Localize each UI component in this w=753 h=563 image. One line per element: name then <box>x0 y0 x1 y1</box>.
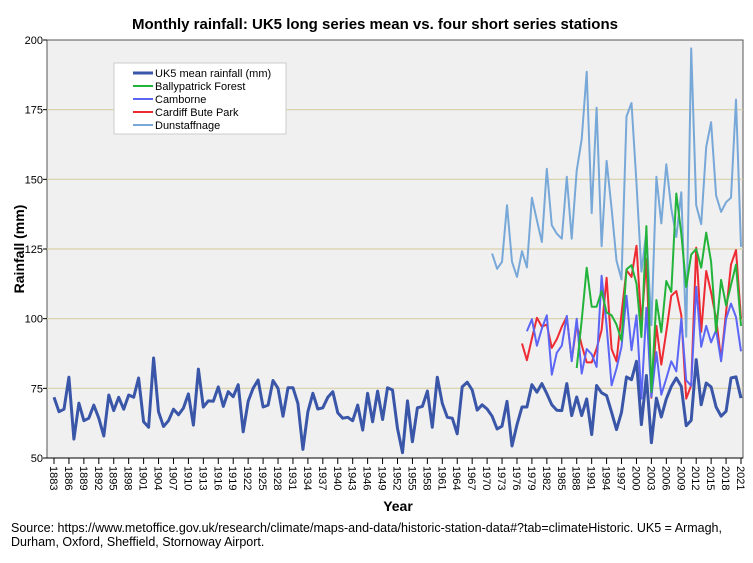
x-tick-label: 1997 <box>615 466 627 490</box>
x-tick-label: 1994 <box>600 466 612 490</box>
legend-entry: Cardiff Bute Park <box>155 107 239 119</box>
legend-entry: Dunstaffnage <box>155 120 220 132</box>
chart-title: Monthly rainfall: UK5 long series mean v… <box>132 16 618 33</box>
series-line-camborne <box>525 274 742 400</box>
series-line-cardiff-bute-park <box>521 244 742 400</box>
x-tick-label: 1973 <box>495 466 507 490</box>
x-tick-label: 1892 <box>92 466 104 490</box>
legend-entry: Ballypatrick Forest <box>155 81 245 93</box>
legend-entry: UK5 mean rainfall (mm) <box>155 68 271 80</box>
x-tick-label: 1904 <box>152 466 164 490</box>
x-tick-label: 2021 <box>734 466 746 490</box>
x-tick-label: 2003 <box>644 466 656 490</box>
x-tick-label: 2018 <box>719 466 731 490</box>
x-tick-label: 1985 <box>555 466 567 490</box>
x-tick-label: 1928 <box>271 466 283 490</box>
x-tick-label: 1967 <box>465 466 477 490</box>
y-tick-label: 50 <box>31 453 43 465</box>
x-tick-label: 1943 <box>346 466 358 490</box>
x-tick-label: 1946 <box>361 466 373 490</box>
y-tick-label: 175 <box>25 105 43 117</box>
x-tick-label: 1895 <box>107 466 119 490</box>
legend: UK5 mean rainfall (mm)Ballypatrick Fores… <box>113 62 287 135</box>
x-tick-label: 1937 <box>316 466 328 490</box>
series-line-dunstaffnage <box>491 47 742 338</box>
y-tick-label: 75 <box>31 383 43 395</box>
y-tick-label: 125 <box>25 244 43 256</box>
x-tick-label: 1970 <box>480 466 492 490</box>
x-tick-label: 1889 <box>77 466 89 490</box>
x-tick-label: 2009 <box>674 466 686 490</box>
y-tick-label: 200 <box>25 35 43 47</box>
x-tick-label: 1988 <box>570 466 582 490</box>
x-tick-label: 1907 <box>166 466 178 490</box>
x-tick-label: 1940 <box>331 466 343 490</box>
x-tick-label: 1976 <box>510 466 522 490</box>
series-line-uk5-mean-rainfall-mm- <box>52 356 743 455</box>
x-tick-label: 1910 <box>181 466 193 490</box>
x-tick-label: 2000 <box>629 466 641 490</box>
x-tick-label: 1883 <box>47 466 59 490</box>
y-tick-label: 150 <box>25 174 43 186</box>
x-tick-label: 2006 <box>659 466 671 490</box>
series-line-ballypatrick-forest <box>575 192 742 393</box>
x-tick-label: 1955 <box>405 466 417 490</box>
x-tick-label: 1931 <box>286 466 298 490</box>
x-tick-label: 2015 <box>704 466 716 490</box>
x-tick-label: 1913 <box>196 466 208 490</box>
x-tick-label: 1982 <box>540 466 552 490</box>
x-tick-label: 1925 <box>256 466 268 490</box>
x-tick-label: 1934 <box>301 466 313 490</box>
x-tick-label: 2012 <box>689 466 701 490</box>
x-tick-label: 1952 <box>391 466 403 490</box>
x-tick-label: 1961 <box>435 466 447 490</box>
x-tick-label: 1979 <box>525 466 537 490</box>
x-tick-label: 1919 <box>226 466 238 490</box>
x-tick-label: 1949 <box>376 466 388 490</box>
y-tick-label: 100 <box>25 314 43 326</box>
source-note: Source: https://www.metoffice.gov.uk/res… <box>11 521 722 549</box>
x-tick-label: 1901 <box>137 466 149 490</box>
x-tick-label: 1958 <box>420 466 432 490</box>
x-tick-label: 1898 <box>122 466 134 490</box>
x-tick-label: 1886 <box>62 466 74 490</box>
x-tick-label: 1922 <box>241 466 253 490</box>
x-axis-label: Year <box>383 498 413 514</box>
x-tick-label: 1991 <box>585 466 597 490</box>
y-axis-label: Rainfall (mm) <box>11 205 27 294</box>
x-tick-label: 1916 <box>211 466 223 490</box>
legend-entry: Camborne <box>155 94 206 106</box>
x-tick-label: 1964 <box>450 466 462 490</box>
